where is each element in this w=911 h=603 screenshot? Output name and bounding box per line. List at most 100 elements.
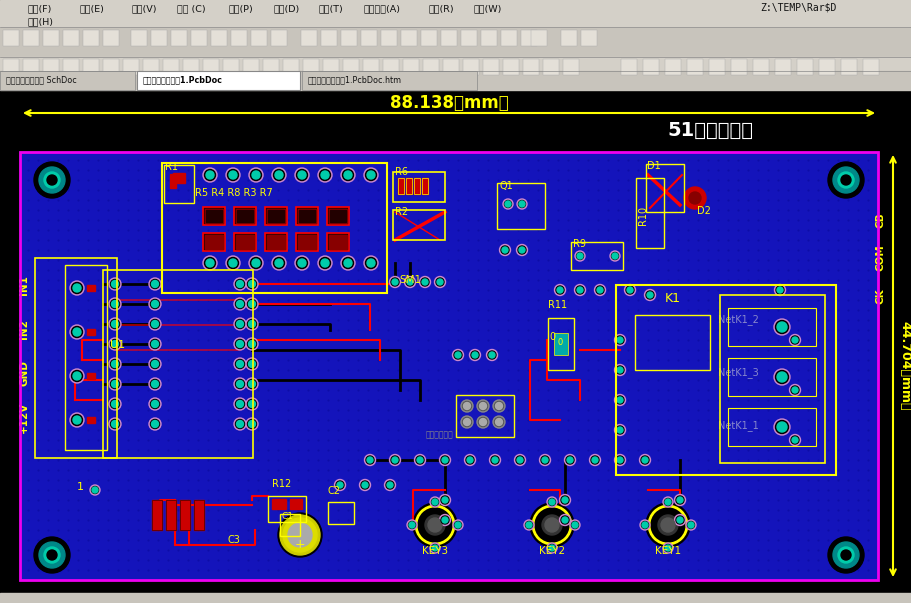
Circle shape xyxy=(110,320,119,329)
Circle shape xyxy=(273,257,284,268)
Bar xyxy=(398,178,404,194)
Circle shape xyxy=(777,422,787,432)
Circle shape xyxy=(430,497,440,507)
Bar xyxy=(83,30,99,46)
Circle shape xyxy=(439,455,451,466)
Circle shape xyxy=(226,168,240,182)
Circle shape xyxy=(392,279,398,285)
Circle shape xyxy=(688,522,694,528)
Circle shape xyxy=(572,522,578,528)
Bar xyxy=(303,59,319,75)
Circle shape xyxy=(661,518,675,532)
Text: SM1: SM1 xyxy=(399,275,421,285)
Circle shape xyxy=(248,280,257,288)
Circle shape xyxy=(248,339,257,349)
Circle shape xyxy=(496,402,503,409)
Circle shape xyxy=(463,417,472,426)
Bar xyxy=(398,178,404,194)
Circle shape xyxy=(408,522,415,528)
Circle shape xyxy=(472,352,478,358)
Circle shape xyxy=(203,168,217,182)
Circle shape xyxy=(71,326,83,338)
Text: 窗口(W): 窗口(W) xyxy=(474,4,502,13)
Circle shape xyxy=(111,400,118,408)
Bar xyxy=(753,59,769,75)
Circle shape xyxy=(567,457,573,463)
Circle shape xyxy=(493,400,505,412)
Text: 编辑(E): 编辑(E) xyxy=(80,4,105,13)
Circle shape xyxy=(615,364,626,376)
Bar xyxy=(251,30,267,46)
Text: 带数码管延时模块1.PcbDoc.htm: 带数码管延时模块1.PcbDoc.htm xyxy=(308,75,402,84)
Bar xyxy=(35,258,117,458)
Circle shape xyxy=(228,257,239,268)
Circle shape xyxy=(246,398,258,410)
Circle shape xyxy=(464,418,470,426)
Bar xyxy=(296,233,318,251)
Circle shape xyxy=(407,520,417,530)
Circle shape xyxy=(110,420,119,429)
Circle shape xyxy=(296,169,308,180)
Circle shape xyxy=(206,171,214,179)
Circle shape xyxy=(110,400,119,408)
Circle shape xyxy=(441,456,449,464)
Bar xyxy=(123,59,139,75)
Circle shape xyxy=(615,455,626,466)
Circle shape xyxy=(642,522,648,528)
Circle shape xyxy=(318,168,332,182)
Circle shape xyxy=(237,420,243,428)
Text: 察看(V): 察看(V) xyxy=(132,4,158,13)
Circle shape xyxy=(237,341,243,347)
Circle shape xyxy=(792,437,798,443)
Bar xyxy=(180,500,190,530)
Circle shape xyxy=(249,361,255,367)
Bar xyxy=(497,183,545,229)
Circle shape xyxy=(110,339,119,349)
Circle shape xyxy=(321,171,329,179)
Circle shape xyxy=(664,499,671,505)
Bar xyxy=(329,235,347,249)
Circle shape xyxy=(677,517,683,523)
Circle shape xyxy=(249,280,255,288)
Text: NetK1_1: NetK1_1 xyxy=(718,420,759,431)
Bar xyxy=(414,178,420,194)
Bar xyxy=(23,59,39,75)
Bar xyxy=(728,358,816,396)
Bar xyxy=(236,235,254,249)
Circle shape xyxy=(503,199,513,209)
Bar xyxy=(581,30,597,46)
Bar xyxy=(87,373,95,379)
Bar xyxy=(65,265,107,450)
Bar xyxy=(152,500,162,530)
Circle shape xyxy=(111,361,118,367)
Circle shape xyxy=(70,413,84,427)
Circle shape xyxy=(417,457,423,463)
Circle shape xyxy=(236,339,244,349)
Circle shape xyxy=(204,257,216,268)
Bar xyxy=(265,233,287,251)
Circle shape xyxy=(496,418,503,426)
Circle shape xyxy=(677,497,683,503)
Bar xyxy=(720,295,825,463)
Circle shape xyxy=(562,517,568,523)
Bar xyxy=(231,30,247,46)
Text: NetK1_3: NetK1_3 xyxy=(718,367,759,378)
Bar xyxy=(406,178,412,194)
Bar xyxy=(302,71,477,90)
Circle shape xyxy=(548,545,556,552)
Circle shape xyxy=(151,321,159,327)
Circle shape xyxy=(524,520,534,530)
Bar xyxy=(343,59,359,75)
Circle shape xyxy=(237,380,243,388)
Bar xyxy=(414,178,420,194)
Bar xyxy=(143,59,159,75)
Circle shape xyxy=(545,518,559,532)
Bar xyxy=(406,178,412,194)
Circle shape xyxy=(318,256,332,270)
Circle shape xyxy=(663,497,673,507)
Circle shape xyxy=(435,277,445,288)
Bar xyxy=(709,59,725,75)
Text: R2: R2 xyxy=(395,207,408,217)
Text: 工具(T): 工具(T) xyxy=(319,4,343,13)
Circle shape xyxy=(674,514,685,525)
